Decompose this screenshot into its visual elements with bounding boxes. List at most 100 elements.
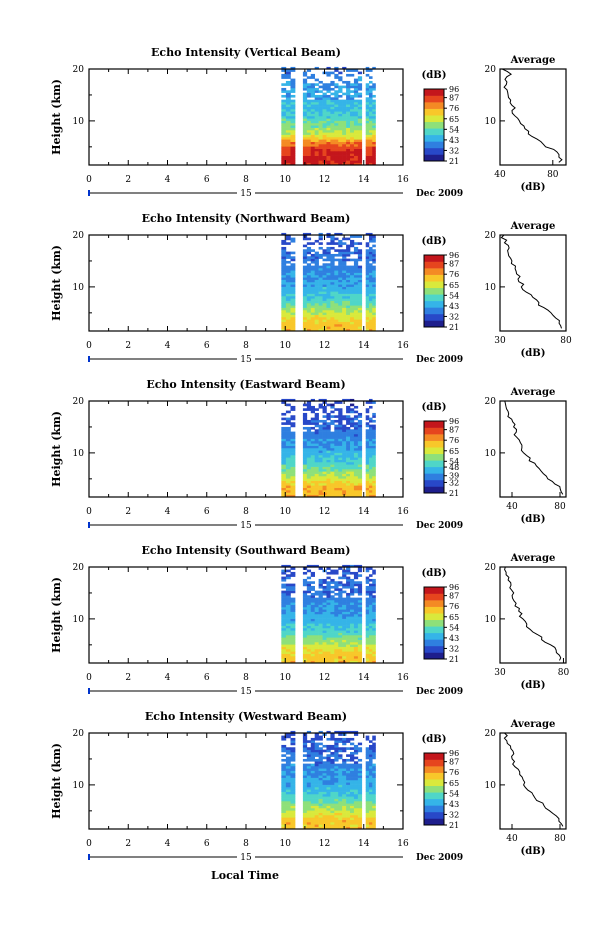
- heatmap-cell: [281, 590, 287, 594]
- heatmap-cell: [346, 606, 351, 610]
- heatmap-cell: [314, 101, 319, 105]
- heatmap-cell: [306, 492, 312, 495]
- heatmap-cell: [338, 431, 343, 435]
- heatmap-cell: [290, 494, 296, 498]
- heatmap-cell: [310, 464, 315, 467]
- heatmap-cell: [322, 468, 327, 472]
- heatmap-cell: [285, 118, 291, 121]
- heatmap-cell: [334, 758, 339, 762]
- heatmap-cell: [357, 747, 363, 750]
- heatmap-cell: [365, 253, 370, 257]
- heatmap-cell: [330, 80, 335, 84]
- heatmap-cell: [285, 620, 291, 624]
- heatmap-cell: [322, 251, 327, 255]
- heatmap-cell: [353, 270, 359, 273]
- heatmap-cell: [372, 751, 376, 755]
- heatmap-cell: [350, 132, 355, 135]
- x-tick-label: 12: [319, 673, 330, 683]
- x-tick-label: 8: [243, 507, 249, 517]
- heatmap-cell: [334, 492, 339, 495]
- heatmap-cell: [314, 613, 319, 617]
- heatmap-cell: [281, 148, 287, 152]
- heatmap-cell: [365, 489, 370, 493]
- heatmap-cell: [338, 305, 343, 308]
- heatmap-cell: [346, 623, 351, 626]
- heatmap-cell: [306, 141, 312, 145]
- heatmap-cell: [342, 323, 347, 327]
- heatmap-cell: [353, 604, 359, 608]
- heatmap-cell: [322, 155, 327, 159]
- heatmap-cell: [318, 160, 323, 163]
- heatmap-cell: [353, 630, 359, 633]
- heatmap-cell: [338, 653, 343, 657]
- heatmap-cell: [357, 316, 363, 320]
- heatmap-cell: [368, 139, 373, 142]
- heatmap-cell: [290, 775, 296, 778]
- heatmap-cell: [357, 592, 363, 596]
- heatmap-cell: [365, 291, 370, 294]
- heatmap-cell: [346, 599, 351, 603]
- heatmap-cell: [342, 281, 347, 285]
- heatmap-cell: [330, 581, 335, 584]
- average-x-tick-label: 80: [554, 834, 566, 844]
- heatmap-cell: [342, 616, 347, 619]
- heatmap-cell: [365, 793, 370, 797]
- heatmap-cell: [334, 132, 339, 135]
- heatmap-cell: [338, 319, 343, 322]
- heatmap-cell: [281, 768, 287, 771]
- heatmap-cell: [310, 312, 315, 315]
- heatmap-cell: [281, 466, 287, 470]
- heatmap-cell: [281, 592, 287, 596]
- heatmap-cell: [342, 429, 347, 432]
- heatmap-cell: [290, 288, 296, 292]
- heatmap-cell: [346, 494, 351, 498]
- heatmap-cell: [306, 627, 312, 631]
- day-label: 15: [240, 853, 252, 863]
- heatmap-cell: [368, 307, 373, 311]
- panel-5: Echo Intensity (Westward Beam)0 2 4 6 8 10 12 1…: [50, 710, 567, 863]
- heatmap-cell: [365, 768, 370, 771]
- heatmap-cell: [285, 478, 291, 481]
- heatmap-cell: [314, 148, 319, 152]
- heatmap-cell: [338, 417, 343, 421]
- heatmap-cell: [306, 155, 312, 159]
- heatmap-cell: [310, 122, 315, 126]
- average-y-tick-label: 20: [485, 729, 497, 739]
- heatmap-cell: [330, 754, 335, 757]
- heatmap-cell: [302, 473, 308, 477]
- heatmap-cell: [365, 139, 370, 142]
- heatmap-cell: [353, 429, 359, 432]
- heatmap-cell: [290, 803, 296, 806]
- heatmap-cell: [314, 590, 319, 594]
- heatmap-cell: [290, 782, 296, 785]
- heatmap-cell: [365, 798, 370, 802]
- heatmap-cell: [346, 779, 351, 783]
- heatmap-cell: [346, 122, 351, 126]
- heatmap-cell: [350, 69, 355, 72]
- heatmap-cell: [281, 120, 287, 124]
- heatmap-cell: [338, 314, 343, 318]
- heatmap-cell: [334, 644, 339, 647]
- heatmap-cell: [346, 422, 351, 425]
- heatmap-cell: [322, 644, 327, 647]
- heatmap-cell: [290, 623, 296, 626]
- heatmap-cell: [285, 751, 291, 755]
- heatmap-cell: [338, 756, 343, 760]
- heatmap-cell: [353, 744, 359, 748]
- heatmap-cell: [326, 637, 331, 640]
- heatmap-cell: [334, 824, 339, 827]
- heatmap-cell: [326, 424, 331, 428]
- heatmap-cell: [353, 819, 359, 823]
- colorbar-swatch: [424, 447, 444, 455]
- heatmap-cell: [350, 454, 355, 458]
- heatmap-cell: [281, 139, 287, 142]
- heatmap-cell: [372, 777, 376, 781]
- heatmap-cell: [285, 426, 291, 430]
- heatmap-cell: [314, 99, 319, 103]
- heatmap-cell: [330, 99, 335, 103]
- heatmap-cell: [357, 494, 363, 498]
- heatmap-cell: [281, 429, 287, 432]
- heatmap-cell: [302, 627, 308, 631]
- heatmap-cell: [372, 450, 376, 453]
- heatmap-cell: [368, 812, 373, 816]
